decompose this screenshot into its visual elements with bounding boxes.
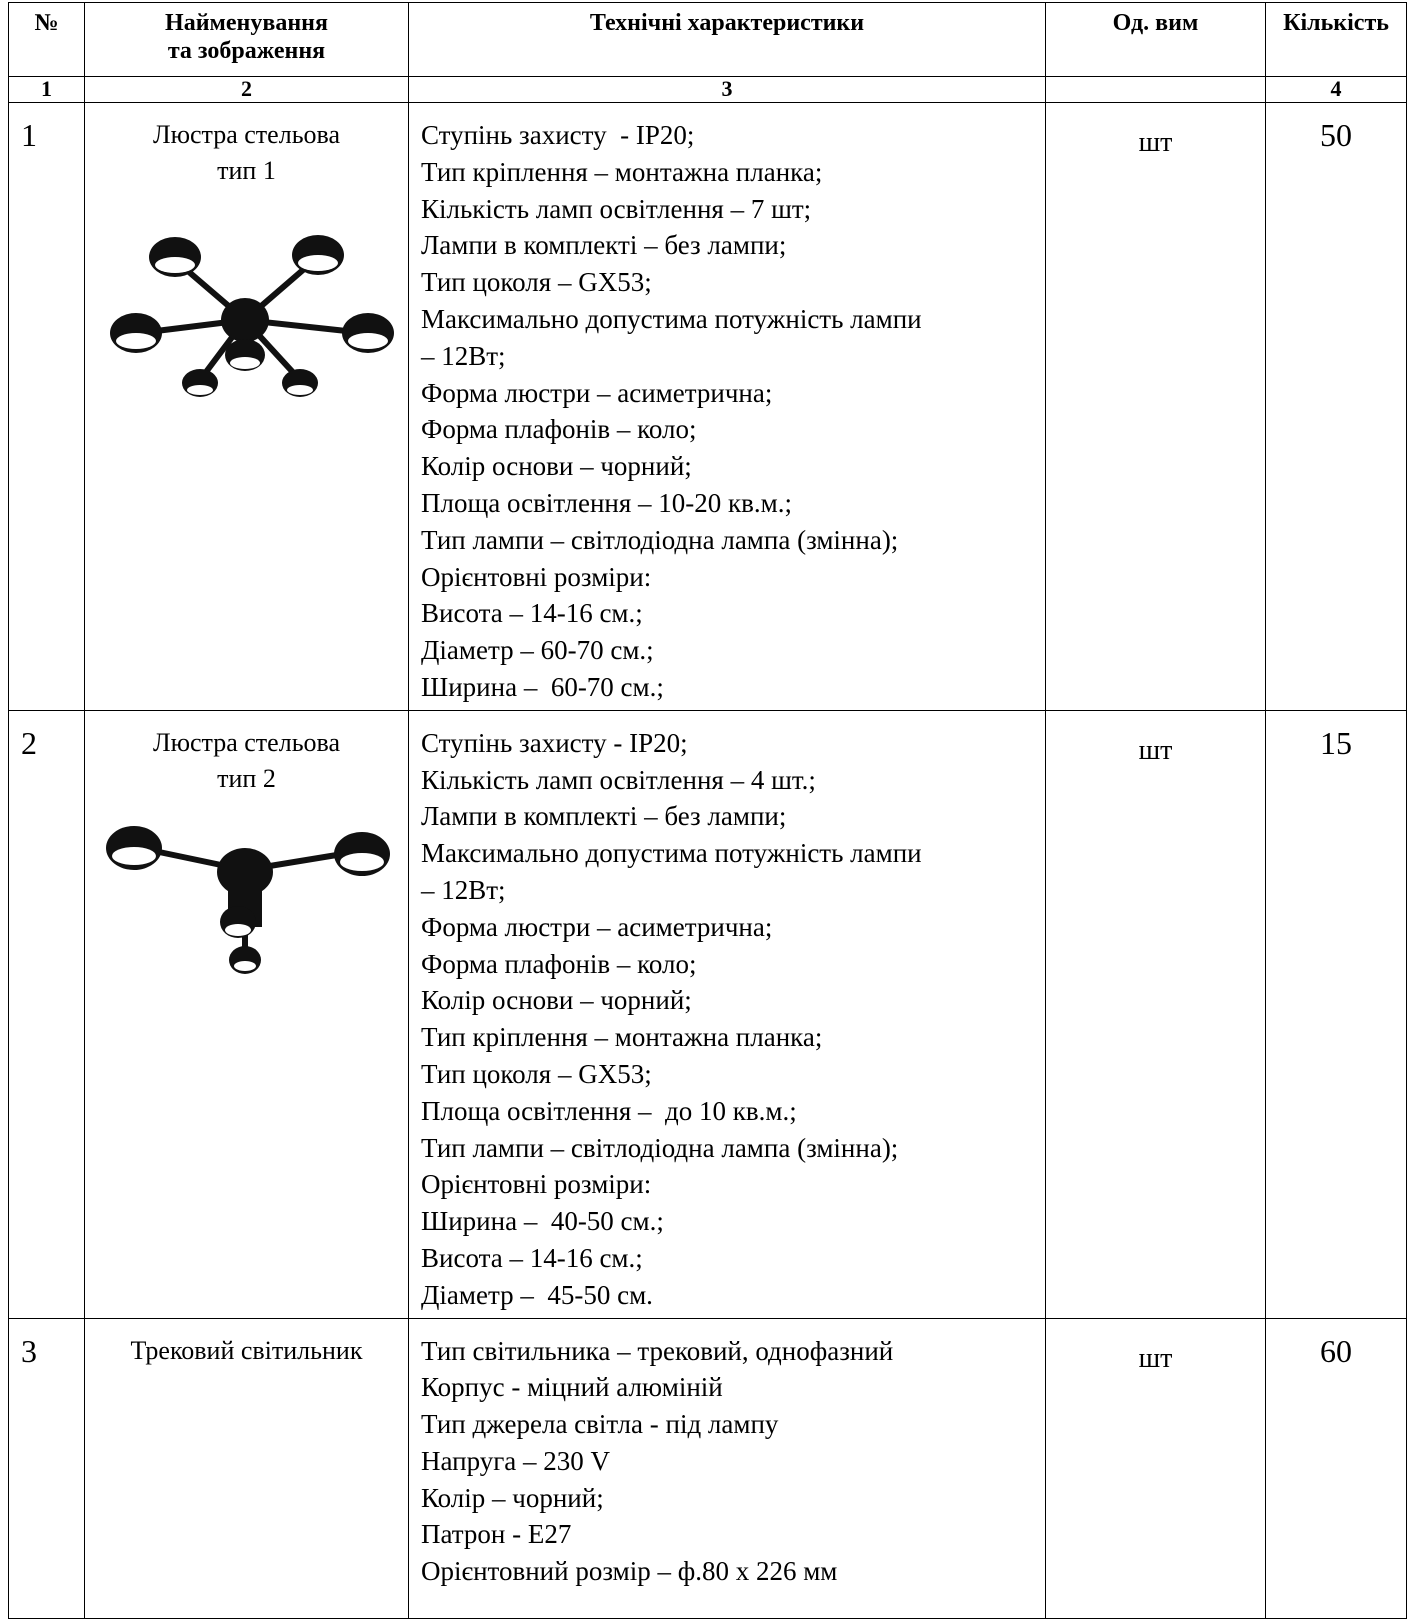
item-specs: Ступінь захисту - IP20; Кількість ламп ос… [408,709,1046,1319]
column-number: 4 [1265,76,1407,103]
spec-line: – 12Вт; [421,874,506,905]
item-quantity: 60 [1265,1317,1407,1619]
item-quantity: 15 [1265,709,1407,1319]
spec-line: Напруга – 230 V [421,1445,611,1476]
spec-line: Максимально допустима потужність лампи [421,303,922,334]
header-number: № [8,2,85,77]
spec-line: Колір – чорний; [421,1482,604,1513]
spec-line: Тип джерела світла - під лампу [421,1409,779,1440]
header-quantity: Кількість [1265,2,1407,77]
spec-line: Ступінь захисту - IP20; [421,120,695,150]
item-name: Люстра стельова тип 1 [84,102,409,711]
spec-line: Діаметр – 45-50 см. [421,1279,653,1310]
item-unit: шт [1045,102,1266,711]
header-unit: Од. вим [1045,2,1266,77]
spec-line: Максимально допустима потужність лампи [421,838,922,869]
item-name-line: тип 1 [217,156,276,185]
page: {"header": {"number": "№", "name": ["Най… [8,2,1407,1619]
spec-line: Орієнтовні розміри: [421,1169,652,1200]
spec-line: Ширина – 60-70 см.; [421,671,664,702]
item-specs: Тип світильника – трековий, однофазний Ко… [408,1317,1046,1619]
spec-line: Орієнтовні розміри: [421,561,652,592]
column-number: 1 [8,76,85,103]
item-name-line: Люстра стельова [152,727,341,757]
spec-line: Кількість ламп освітлення – 7 шт; [421,193,812,224]
spec-line: Лампи в комплекті – без лампи; [421,230,787,261]
spec-line: Діаметр – 60-70 см.; [421,635,654,666]
item-quantity: 50 [1265,102,1407,711]
item-number: 2 [8,709,85,1319]
header-name-line: та зображення [167,38,326,64]
spec-line: – 12Вт; [421,340,506,371]
item-name: Трековий світильник [84,1317,409,1619]
column-number: 2 [84,76,409,103]
item-name: Люстра стельова тип 2 [84,709,409,1319]
spec-line: Висота – 14-16 см.; [421,1242,643,1273]
spec-line: Тип кріплення – монтажна планка; [421,1022,823,1053]
item-specs: Ступінь захисту - IP20; Тип кріплення – м… [408,102,1046,711]
spec-line: Тип лампи – світлодіодна лампа (змінна); [421,524,899,555]
spec-line: Ширина – 40-50 см.; [421,1206,664,1237]
header-row: № Найменування та зображення Технічні хар… [8,2,1407,77]
header-name: Найменування та зображення [84,2,409,77]
chandelier-image-2 [106,826,390,974]
spec-line: Площа освітлення – до 10 кв.м.; [421,1095,797,1126]
item-row: 2 Люстра стельова тип 2 Ступінь захисту - I… [8,709,1407,1319]
spec-line: Тип цоколя – GX53; [421,267,652,298]
item-row: 1 Люстра стельова тип 1 Ступінь захисту - I… [8,102,1407,711]
spec-line: Ступінь захисту - IP20; [421,727,688,758]
spec-line: Форма люстри – асиметрична; [421,911,773,942]
spec-line: Кількість ламп освітлення – 4 шт.; [421,764,816,795]
spec-line: Тип лампи – світлодіодна лампа (змінна); [421,1132,899,1163]
spec-line: Форма плафонів – коло; [421,414,697,445]
chandelier-image-1 [110,235,394,397]
spec-line: Форма люстри – асиметрична; [421,377,773,408]
item-name-line: тип 2 [217,763,276,793]
spec-line: Орієнтовний розмір – ф.80 х 226 мм [421,1556,838,1587]
spec-line: Корпус - міцний алюміній [421,1372,723,1403]
header-name-line: Найменування [165,10,328,36]
column-number: 3 [408,76,1046,103]
spec-line: Колір основи – чорний; [421,985,692,1016]
spec-line: Тип кріплення – монтажна планка; [421,156,823,187]
spec-line: Лампи в комплекті – без лампи; [421,801,787,832]
spec-line: Площа освітлення – 10-20 кв.м.; [421,487,792,518]
spec-line: Висота – 14-16 см.; [421,598,643,629]
item-name-line: Люстра стельова [152,120,341,149]
spec-line: Патрон - Е27 [421,1519,572,1550]
item-unit: шт [1045,709,1266,1319]
spec-line: Тип світильника – трековий, однофазний [421,1335,894,1366]
item-row: 3 Трековий світильник Тип світильника – тр… [8,1317,1407,1619]
header-specs: Технічні характеристики [408,2,1046,77]
column-number-row: 1 2 3 4 [8,76,1407,103]
spec-line: Колір основи – чорний; [421,451,692,482]
item-unit: шт [1045,1317,1266,1619]
item-name-line: Трековий світильник [130,1335,363,1365]
spec-line: Тип цоколя – GX53; [421,1058,652,1089]
spec-line: Форма плафонів – коло; [421,948,697,979]
item-number: 1 [8,102,85,711]
item-number: 3 [8,1317,85,1619]
column-number-empty [1045,76,1266,103]
